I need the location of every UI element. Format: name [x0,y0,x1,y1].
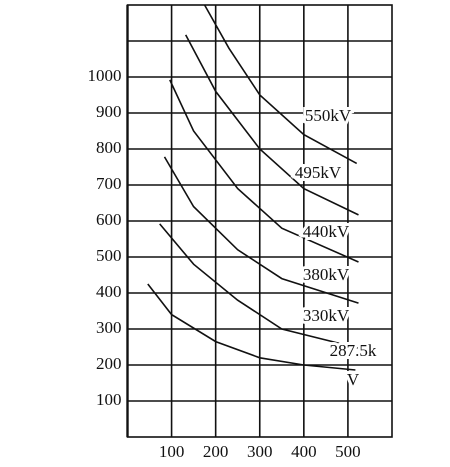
curve [147,283,356,371]
x-tick-label: 300 [247,442,273,461]
curve-label: 287.5k V [330,341,377,389]
x-tick-label: 200 [203,442,229,461]
y-tick-label: 1000 [88,66,122,85]
curve-label: 550kV [305,106,352,125]
curve-label: 380kV [303,265,350,284]
curve-label: 440kV [303,222,350,241]
y-tick-label: 900 [96,102,122,121]
curve [163,156,359,304]
y-tick-label: 800 [96,138,122,157]
curve [184,34,359,216]
y-tick-label: 500 [96,246,122,265]
curve [169,79,359,263]
y-tick-label: 100 [96,390,122,409]
y-tick-label: 300 [96,318,122,337]
y-tick-label: 600 [96,210,122,229]
curve-label-line: V [347,370,360,389]
curve-label-line: 287.5k [330,341,377,360]
curve [203,4,358,165]
y-tick-label: 200 [96,354,122,373]
curve [159,223,359,349]
y-tick-label: 700 [96,174,122,193]
y-tick-label: 400 [96,282,122,301]
curve-label: 330kV [303,306,350,325]
x-tick-label: 100 [159,442,185,461]
curve-label: 495kV [295,163,342,182]
x-tick-label: 400 [291,442,317,461]
x-tick-label: 500 [335,442,361,461]
